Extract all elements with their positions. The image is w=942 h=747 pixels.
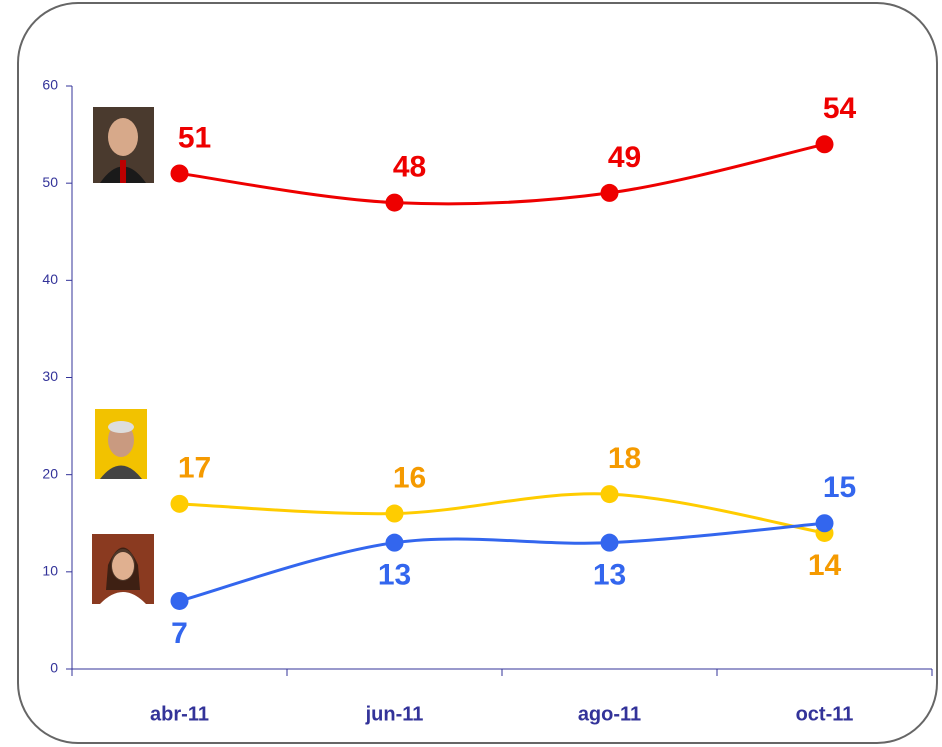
marker <box>816 135 834 153</box>
x-tick-label: jun-11 <box>365 703 424 725</box>
y-tick-label: 10 <box>42 563 58 579</box>
y-tick-label: 50 <box>42 174 58 190</box>
chart: 0 10 20 30 40 50 60 abr-11 jun-11 ago-11 oct-11 51 4… <box>0 0 942 747</box>
photo-1 <box>93 107 154 183</box>
marker <box>171 495 189 513</box>
data-label: 49 <box>608 141 641 174</box>
data-label: 48 <box>393 151 426 184</box>
marker <box>816 514 834 532</box>
photo-2 <box>95 409 147 479</box>
data-label: 15 <box>823 471 856 504</box>
marker <box>386 505 404 523</box>
frame <box>18 3 937 743</box>
y-tick-label: 20 <box>42 465 58 481</box>
data-label: 54 <box>823 92 857 125</box>
data-label: 18 <box>608 442 641 475</box>
y-tick-label: 0 <box>50 660 58 676</box>
marker <box>171 164 189 182</box>
marker <box>601 184 619 202</box>
data-label: 17 <box>178 452 211 485</box>
x-tick-label: abr-11 <box>150 703 209 725</box>
x-tick-label: oct-11 <box>796 703 854 725</box>
marker <box>601 534 619 552</box>
y-tick-label: 30 <box>42 368 58 384</box>
marker <box>601 485 619 503</box>
marker <box>386 534 404 552</box>
data-label: 13 <box>593 559 626 592</box>
data-label: 7 <box>171 617 188 650</box>
marker <box>386 194 404 212</box>
x-tick-label: ago-11 <box>578 703 641 725</box>
y-tick-label: 60 <box>42 77 58 93</box>
y-tick-label: 40 <box>42 271 58 287</box>
data-label: 51 <box>178 121 211 154</box>
data-label: 13 <box>378 559 411 592</box>
photo-3 <box>92 534 154 604</box>
marker <box>171 592 189 610</box>
data-label: 16 <box>393 461 426 494</box>
data-label: 14 <box>808 549 842 582</box>
